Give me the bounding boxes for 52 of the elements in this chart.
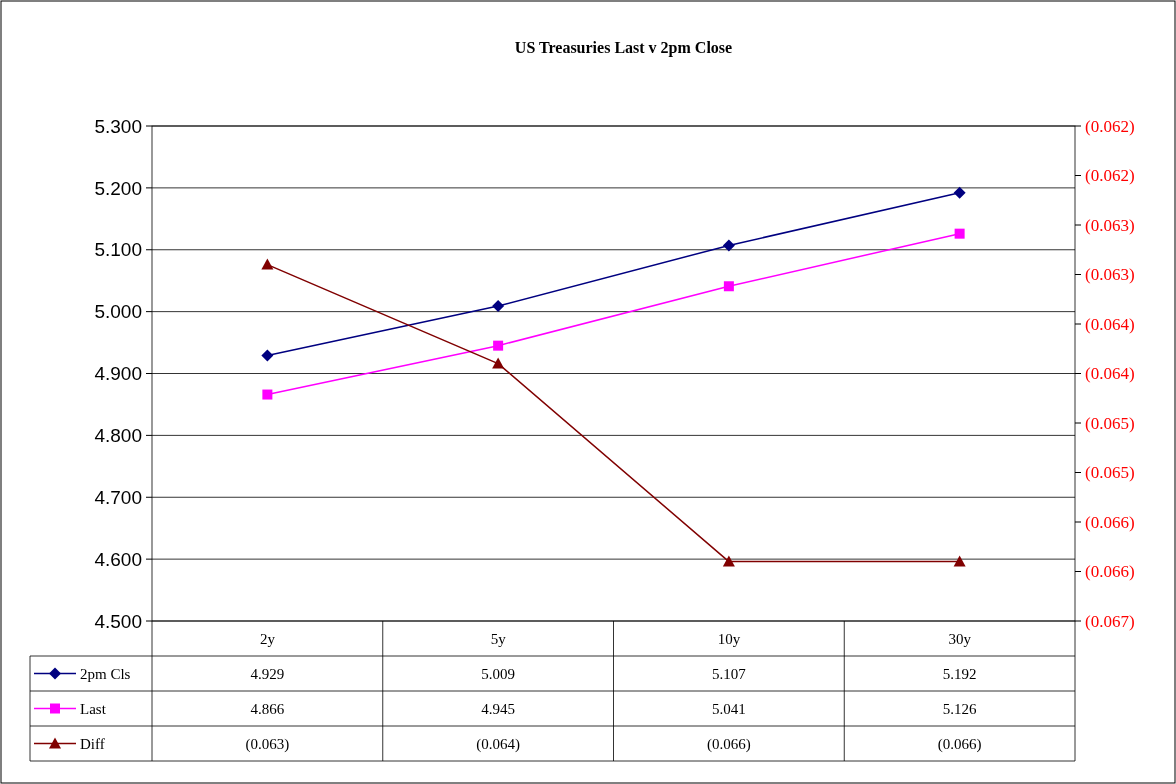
y-tick-label: 5.200	[94, 177, 142, 199]
x-tick-label: 5y	[490, 630, 507, 647]
point	[954, 228, 965, 239]
data-label: 4.866	[250, 700, 285, 717]
data-label: (0.064)	[476, 735, 520, 753]
chart-title: US Treasuries Last v 2pm Close	[514, 39, 733, 57]
y-tick-label: 4.500	[94, 610, 142, 632]
y2-tick-label: (0.062)	[1085, 166, 1135, 186]
y-tick-label: 4.700	[94, 486, 142, 508]
y2-tick-label: (0.065)	[1085, 413, 1135, 433]
point	[261, 349, 274, 362]
data-label: 5.107	[712, 665, 747, 682]
data-label: (0.063)	[245, 735, 290, 753]
point	[722, 239, 735, 252]
data-label: 5.126	[942, 700, 977, 717]
legend-label: Last	[80, 700, 107, 717]
data-label: 4.929	[250, 665, 285, 682]
x-tick-label: 2y	[259, 630, 276, 647]
legend-label: 2pm Cls	[80, 665, 131, 682]
y2-tick-label: (0.063)	[1085, 265, 1135, 285]
point	[723, 281, 734, 292]
y2-tick-label: (0.065)	[1085, 463, 1135, 483]
data-label: 4.945	[481, 700, 515, 717]
y-tick-label: 5.000	[94, 301, 142, 323]
y-tick-label: 4.800	[94, 425, 142, 447]
y2-tick-label: (0.064)	[1085, 314, 1135, 334]
point	[493, 340, 504, 351]
y-tick-label: 4.900	[94, 363, 142, 385]
point	[722, 555, 735, 567]
point	[492, 300, 505, 313]
y-tick-label: 5.300	[94, 115, 142, 137]
x-tick-label: 30y	[948, 630, 972, 647]
legend-label: Diff	[80, 735, 105, 752]
data-label: (0.066)	[707, 735, 751, 753]
data-label: 5.009	[481, 665, 515, 682]
y2-tick-label: (0.066)	[1085, 512, 1135, 532]
y-tick-label: 4.600	[94, 548, 142, 570]
data-label: 5.041	[712, 700, 746, 717]
data-label: 5.192	[942, 665, 977, 682]
y2-tick-label: (0.064)	[1085, 364, 1135, 384]
y2-tick-label: (0.067)	[1085, 611, 1135, 631]
point	[492, 357, 505, 369]
x-tick-label: 10y	[717, 630, 741, 647]
data-label: (0.066)	[937, 735, 982, 753]
y2-tick-label: (0.066)	[1085, 562, 1135, 582]
y-tick-label: 5.100	[94, 239, 142, 261]
point	[953, 186, 966, 199]
point	[262, 389, 273, 400]
point	[261, 258, 274, 270]
point	[953, 555, 966, 567]
y2-tick-label: (0.063)	[1085, 215, 1135, 235]
y2-tick-label: (0.062)	[1085, 116, 1135, 136]
